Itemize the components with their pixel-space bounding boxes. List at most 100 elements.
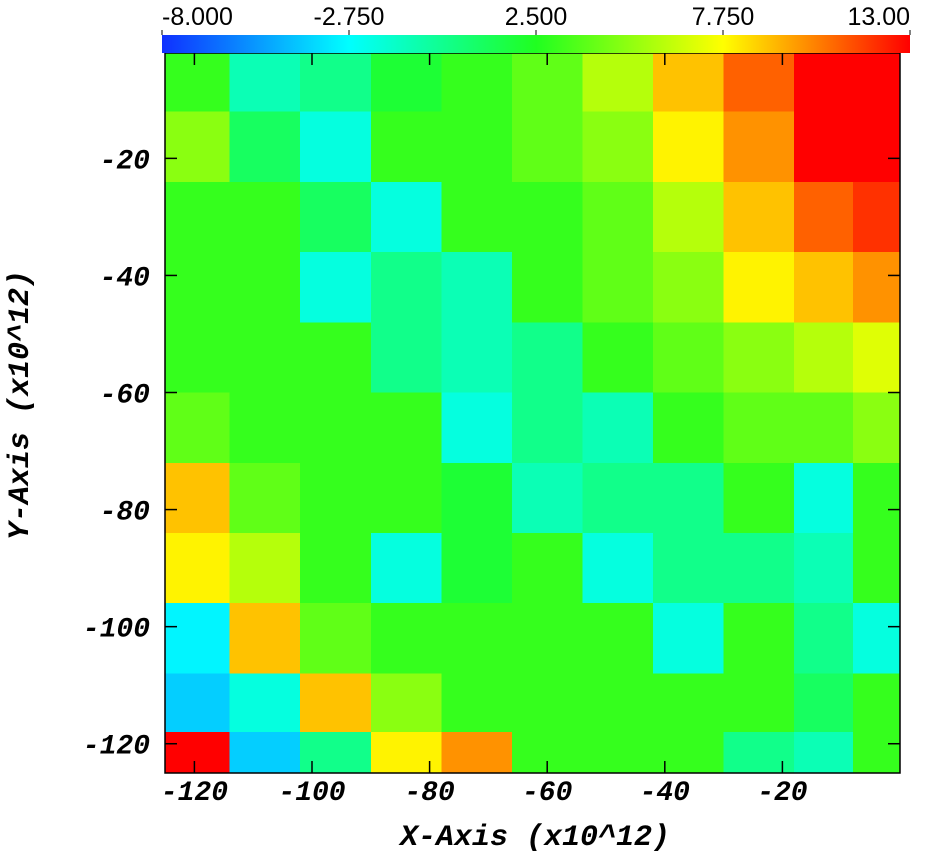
heat-cell [441,181,513,253]
heat-cell [370,533,442,604]
heat-cell [794,53,854,113]
heat-cell [370,462,442,534]
heat-cell [582,252,654,323]
heat-cell [723,53,795,113]
heat-cell [582,533,654,604]
colorbar-tick-label: 2.500 [505,3,568,31]
heat-cell [794,533,854,604]
heat-cell [300,252,372,323]
heat-cell [723,732,795,774]
y-tick-label: -100 [83,615,150,646]
heat-cell [300,533,372,604]
heat-cell [229,53,301,113]
heat-cell [794,462,854,534]
heat-cell [852,53,901,113]
colorbar-tick-label: 13.00 [847,3,910,31]
heat-cell [300,111,372,183]
heat-cell [852,322,901,394]
x-tick-label: -80 [404,778,454,809]
heatmap [165,53,901,774]
heat-cell [441,392,513,464]
heat-cell [723,322,795,394]
heat-cell [723,462,795,534]
heat-cell [165,181,231,253]
heat-cell [165,673,231,733]
colorbar-tick-label: -8.000 [162,3,233,31]
y-tick-label: -60 [100,381,150,412]
heat-cell [370,322,442,394]
heat-cell [582,392,654,464]
heat-cell [794,673,854,733]
heat-cell [653,322,725,394]
heat-cell [723,181,795,253]
heat-cell [441,603,513,674]
x-tick-label: -40 [640,778,690,809]
heat-cell [582,322,654,394]
heat-cell [582,181,654,253]
heat-cell [794,392,854,464]
x-tick-label: -60 [522,778,572,809]
heat-cell [370,603,442,674]
heat-cell [582,603,654,674]
heat-cell [300,53,372,113]
heat-cell [852,732,901,774]
heat-cell [229,533,301,604]
heat-cell [370,181,442,253]
heat-cell [852,533,901,604]
heat-cell [229,181,301,253]
heat-cell [441,533,513,604]
heat-cell [511,673,583,733]
heat-cell [653,111,725,183]
heat-cell [229,462,301,534]
heat-cell [229,603,301,674]
heat-cell [165,53,231,113]
heat-cell [300,392,372,464]
heat-cell [441,673,513,733]
heat-cell [852,181,901,253]
heat-cell [300,732,372,774]
heat-cell [852,462,901,534]
x-axis-label: X-Axis (x10^12) [398,821,670,855]
heat-cell [511,462,583,534]
heat-cell [441,732,513,774]
heat-cell [370,53,442,113]
y-tick-label: -80 [100,498,150,529]
heat-cell [723,392,795,464]
heat-cell [723,673,795,733]
heat-cell [229,111,301,183]
x-tick-label: -120 [161,778,228,809]
heat-cell [723,111,795,183]
heat-cell [653,732,725,774]
heat-cell [300,673,372,733]
heat-cell [723,252,795,323]
heat-cell [370,392,442,464]
heat-cell [370,252,442,323]
y-tick-label: -40 [100,263,150,294]
heat-cell [229,732,301,774]
heat-cell [852,111,901,183]
heat-cell [165,322,231,394]
x-tick-label: -100 [278,778,345,809]
heat-cell [511,252,583,323]
heat-cell [441,111,513,183]
heat-cell [794,732,854,774]
heat-cell [653,603,725,674]
heat-cell [723,603,795,674]
heat-cell [511,533,583,604]
heat-cell [511,111,583,183]
heat-cell [852,603,901,674]
heat-cell [229,322,301,394]
heat-cell [511,603,583,674]
heat-cell [370,673,442,733]
heat-cell [582,732,654,774]
heat-cell [441,53,513,113]
heat-cell [300,322,372,394]
heat-cell [300,181,372,253]
y-axis-label: Y-Axis (x10^12) [4,270,38,540]
heat-cell [653,392,725,464]
heat-cell [653,673,725,733]
heat-cell [511,392,583,464]
heat-cell [653,53,725,113]
heat-cell [653,181,725,253]
heat-cell [441,252,513,323]
